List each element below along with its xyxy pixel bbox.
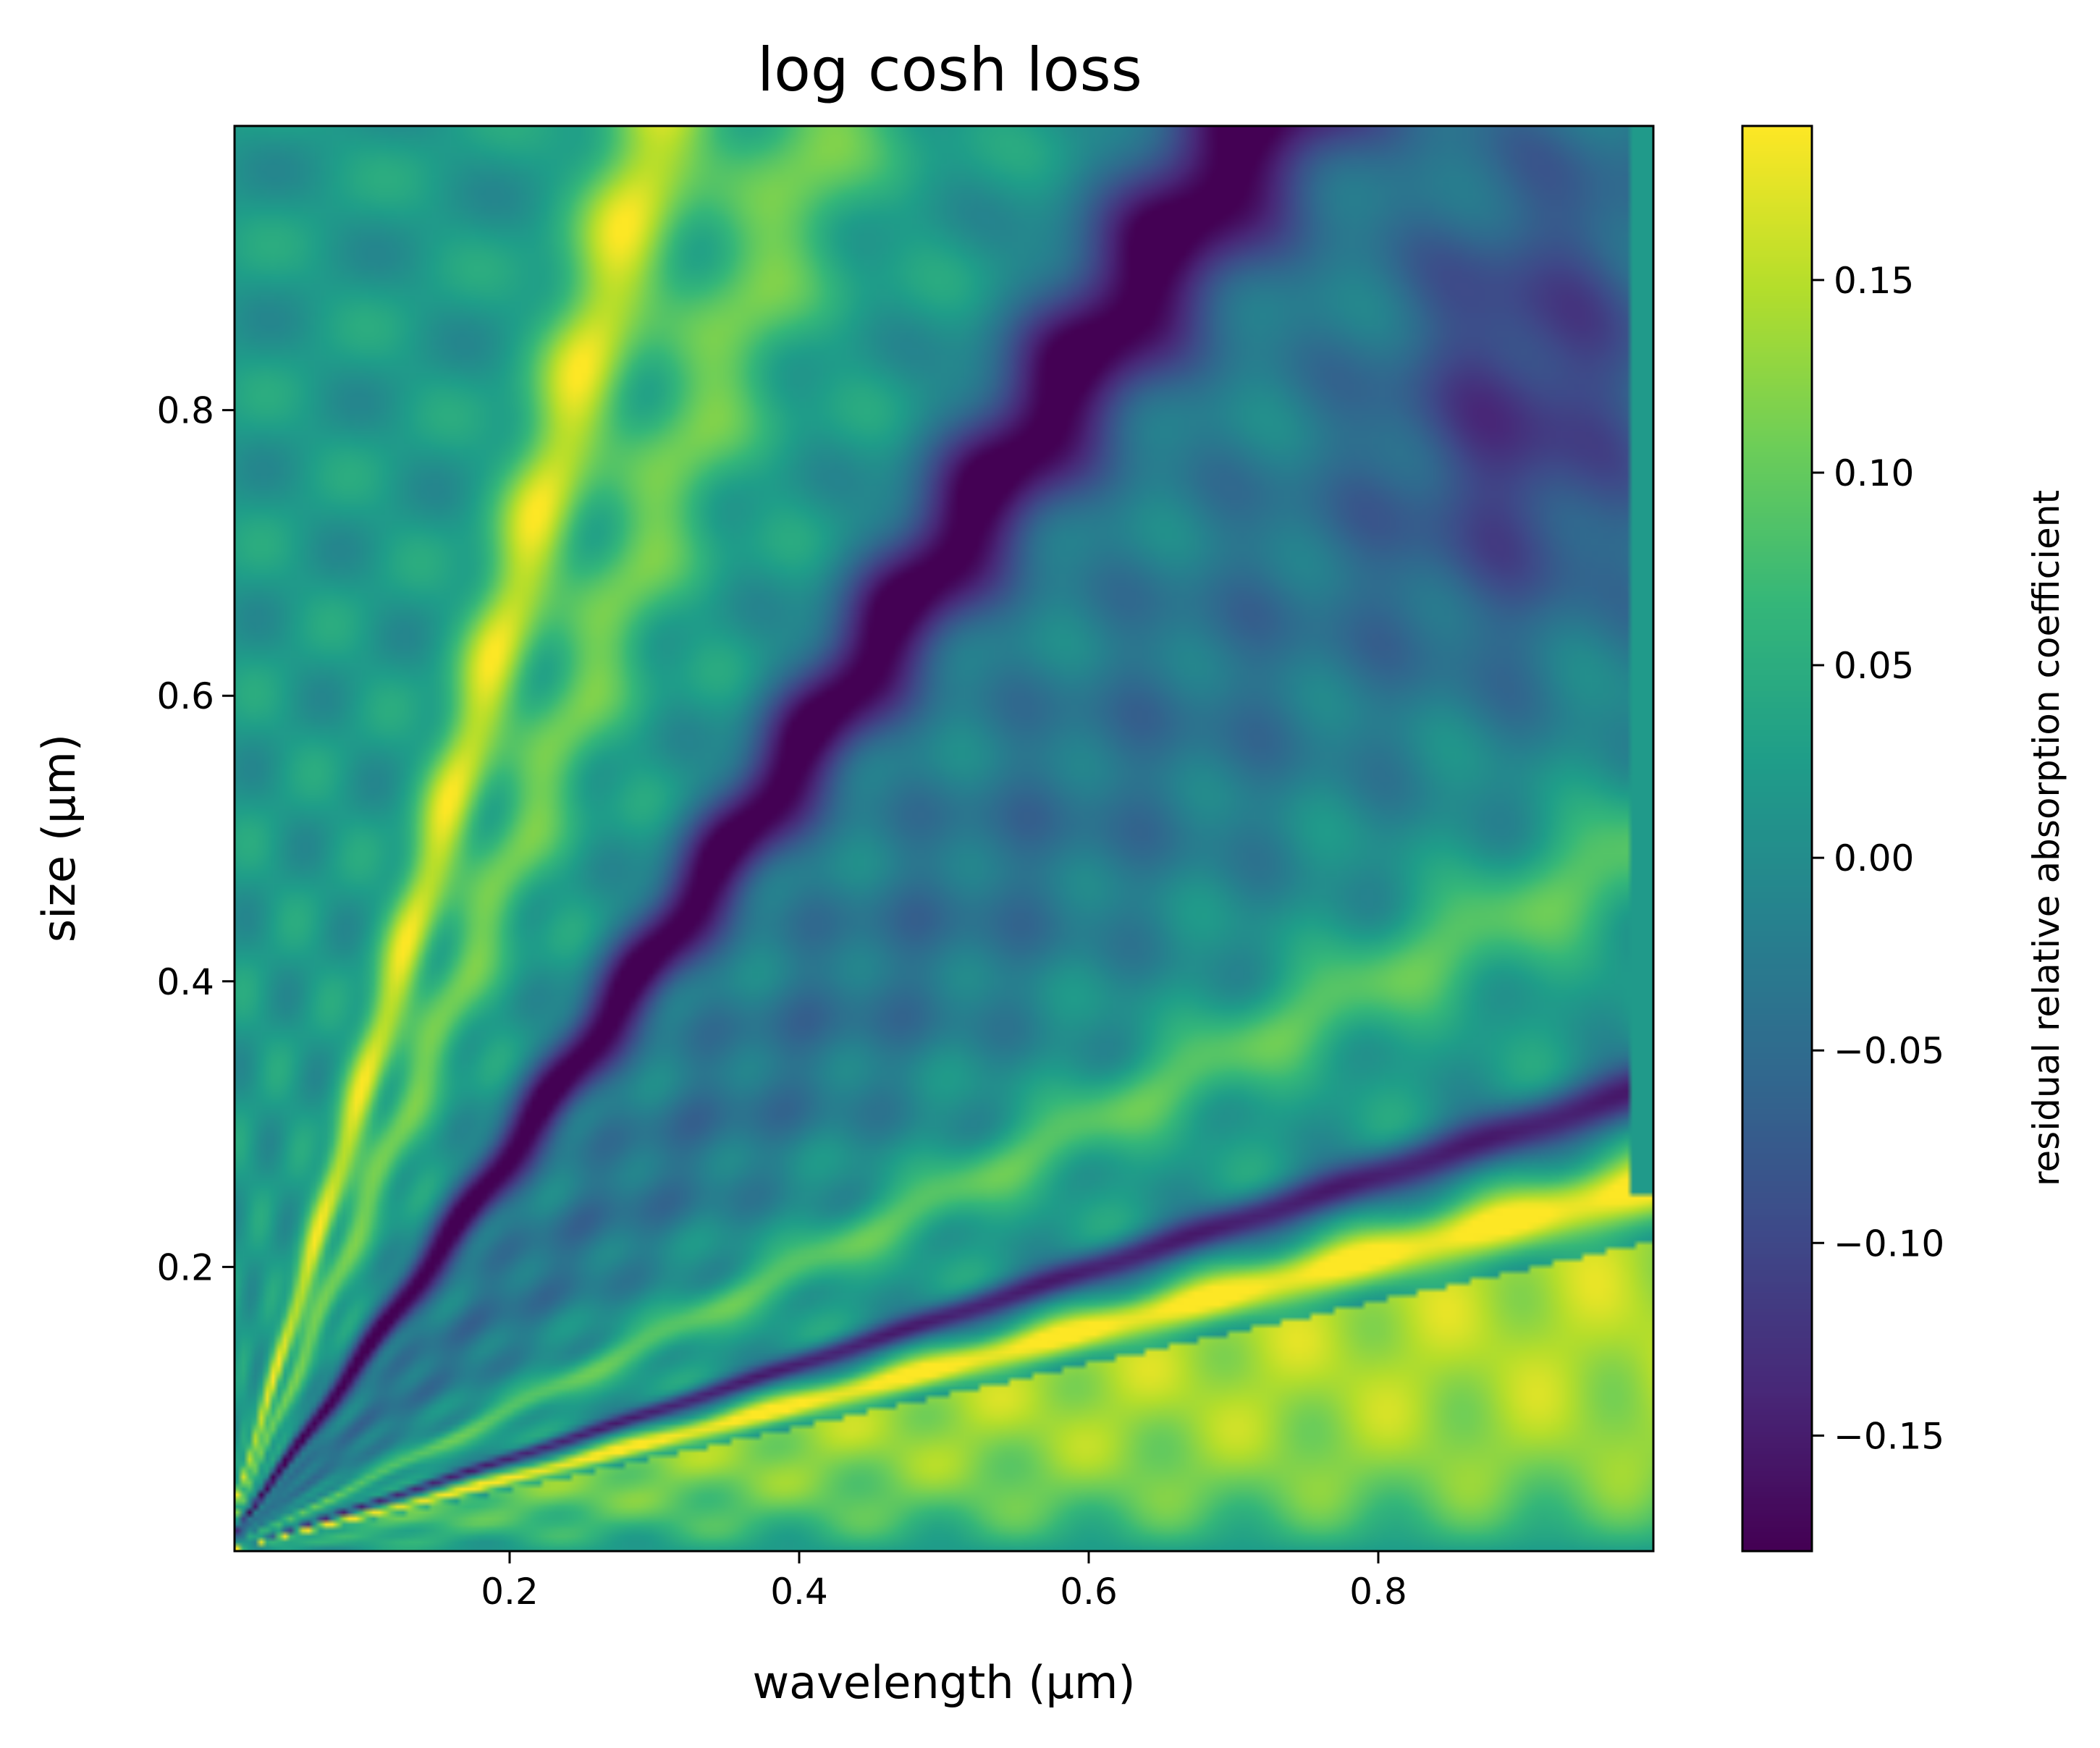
y-axis-label: size (μm) <box>33 734 85 942</box>
y-tick-label: 0.4 <box>156 961 214 1003</box>
colorbar-tick-label: 0.15 <box>1834 260 1914 302</box>
x-tick-label: 0.2 <box>481 1571 539 1613</box>
colorbar-tick-label: 0.00 <box>1834 837 1914 879</box>
y-tick-label: 0.2 <box>156 1246 214 1288</box>
colorbar-tick-label: 0.05 <box>1834 645 1914 687</box>
y-tick-label: 0.8 <box>156 390 214 432</box>
colorbar-tick-label: −0.10 <box>1834 1223 1944 1264</box>
plot-frame <box>233 124 1655 1553</box>
x-axis-label: wavelength (μm) <box>752 1656 1135 1709</box>
colorbar-gradient <box>1742 126 1812 1551</box>
heatmap-plot-area <box>233 124 1655 1553</box>
colorbar-label: residual relative absorption coefficient <box>2025 490 2067 1186</box>
heatmap-image <box>235 126 1653 1551</box>
colorbar-tick-label: −0.05 <box>1834 1030 1944 1072</box>
colorbar-tick-label: −0.15 <box>1834 1415 1944 1457</box>
chart-title: log cosh loss <box>757 35 1142 105</box>
colorbar-ticks: −0.15 −0.10 −0.05 0.00 0.05 0.10 0.15 <box>1812 260 1944 1457</box>
x-tick-label: 0.4 <box>770 1571 828 1613</box>
colorbar-frame <box>1741 124 1813 1553</box>
colorbar: −0.15 −0.10 −0.05 0.00 0.05 0.10 0.15 residual… <box>1741 124 2067 1553</box>
x-tick-label: 0.6 <box>1060 1571 1118 1613</box>
y-tick-label: 0.6 <box>156 675 214 717</box>
y-axis-ticks: 0.2 0.4 0.6 0.8 <box>156 390 235 1288</box>
x-tick-label: 0.8 <box>1349 1571 1407 1613</box>
x-axis-ticks: 0.2 0.4 0.6 0.8 <box>481 1551 1407 1613</box>
colorbar-tick-label: 0.10 <box>1834 452 1914 494</box>
